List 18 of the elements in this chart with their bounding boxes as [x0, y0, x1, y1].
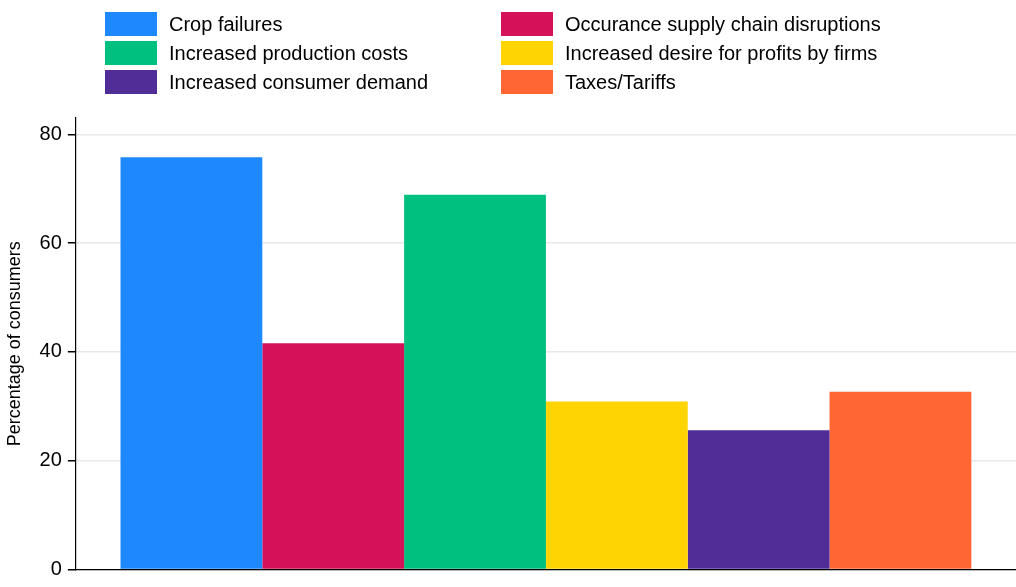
y-tick-label: 80 — [39, 121, 62, 144]
legend-label: Taxes/Tariffs — [565, 70, 676, 94]
y-tick-label: 60 — [39, 230, 62, 253]
y-axis-title: Percentage of consumers — [3, 241, 24, 447]
bar — [545, 401, 688, 569]
bar — [120, 157, 263, 569]
legend-label: Crop failures — [169, 12, 283, 36]
y-tick-label: 20 — [39, 448, 62, 471]
legend-label: Occurance supply chain disruptions — [565, 12, 881, 36]
legend-label: Increased production costs — [169, 41, 409, 65]
bar — [262, 343, 405, 569]
bar — [687, 430, 830, 569]
y-tick-label: 40 — [39, 339, 62, 362]
legend-label: Increased desire for profits by firms — [565, 41, 878, 65]
bar — [404, 194, 546, 569]
legend-label: Increased consumer demand — [169, 70, 429, 94]
y-tick-label: 0 — [50, 557, 62, 580]
bar — [829, 391, 972, 569]
